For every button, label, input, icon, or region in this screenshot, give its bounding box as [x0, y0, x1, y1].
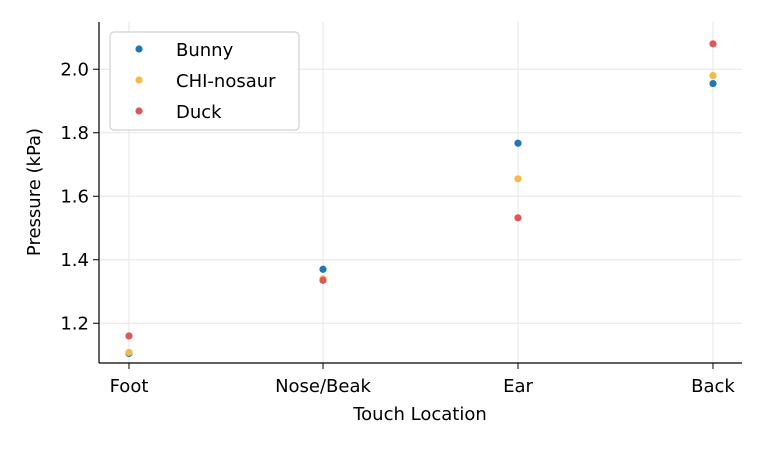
- legend: Bunny CHI-nosaur Duck: [109, 31, 300, 131]
- data-point-bunny: [514, 139, 522, 147]
- legend-label: Bunny: [176, 40, 234, 61]
- data-point-chi-nosaur: [514, 175, 522, 183]
- x-tick-label: Nose/Beak: [275, 376, 371, 397]
- data-point-bunny: [709, 79, 717, 88]
- data-point-duck: [709, 40, 717, 48]
- x-axis-title: Touch Location: [352, 404, 487, 425]
- data-point-bunny: [319, 265, 327, 273]
- x-tick-label: Foot: [110, 376, 149, 397]
- legend-marker: [135, 76, 143, 84]
- y-tick-label: 1.8: [60, 123, 89, 144]
- grid-layer: [99, 22, 742, 363]
- y-tick-label: 1.6: [60, 186, 89, 207]
- data-point-chi-nosaur: [709, 72, 717, 80]
- data-point-duck: [125, 332, 133, 340]
- points-layer: [125, 40, 717, 358]
- ticks-layer: Foot Nose/Beak Ear Back 1.2 1.4 1.6 1.8 2.0: [60, 59, 735, 397]
- data-point-chi-nosaur: [125, 348, 133, 357]
- legend-label: Duck: [176, 102, 222, 123]
- y-tick-label: 1.2: [60, 313, 89, 334]
- data-point-duck: [319, 276, 327, 284]
- legend-frame: [109, 31, 300, 131]
- x-tick-label: Back: [691, 376, 735, 397]
- y-tick-label: 2.0: [60, 59, 89, 80]
- legend-marker: [135, 107, 143, 115]
- y-tick-label: 1.4: [60, 250, 89, 271]
- axes-layer: [98, 22, 742, 364]
- data-point-duck: [514, 214, 522, 222]
- legend-label: CHI-nosaur: [176, 71, 276, 92]
- y-axis-title: Pressure (kPa): [24, 128, 45, 256]
- x-tick-label: Ear: [503, 376, 533, 397]
- legend-marker: [135, 45, 143, 53]
